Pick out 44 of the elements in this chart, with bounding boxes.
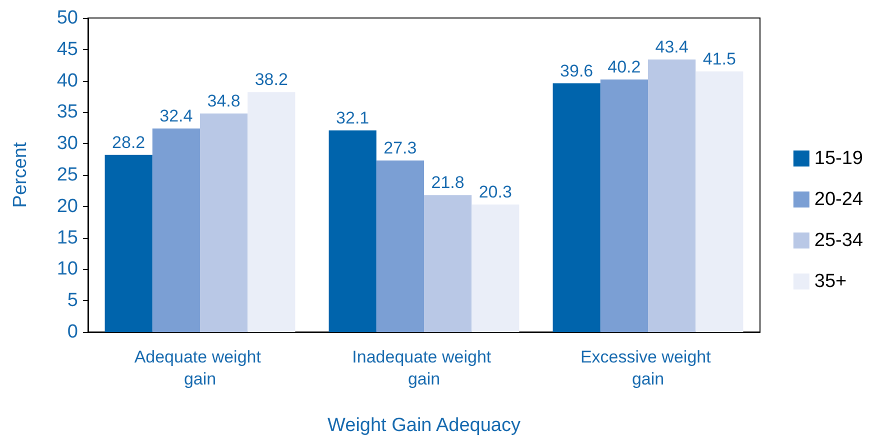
data-label: 20.3 bbox=[478, 182, 512, 202]
y-tick-label: 40 bbox=[56, 70, 78, 92]
legend-label: 35+ bbox=[814, 271, 847, 292]
y-tick-label: 15 bbox=[56, 227, 78, 248]
y-tick-label: 0 bbox=[67, 322, 78, 342]
data-label: 32.1 bbox=[336, 108, 370, 128]
bar bbox=[376, 160, 424, 332]
bar bbox=[328, 130, 376, 332]
bar bbox=[104, 154, 152, 332]
bar bbox=[152, 128, 200, 332]
y-tick-label: 5 bbox=[67, 290, 78, 312]
bar bbox=[600, 80, 648, 332]
data-label: 41.5 bbox=[702, 49, 736, 68]
y-tick-label: 20 bbox=[56, 196, 78, 217]
y-tick-label: 45 bbox=[56, 38, 78, 60]
bar bbox=[472, 204, 520, 332]
data-label: 34.8 bbox=[207, 91, 240, 110]
data-label: 43.4 bbox=[655, 37, 688, 56]
y-tick-label: 10 bbox=[56, 258, 78, 280]
data-label: 39.6 bbox=[560, 61, 594, 80]
data-label: 21.8 bbox=[431, 173, 464, 192]
bar bbox=[248, 92, 296, 332]
bar bbox=[648, 59, 696, 332]
data-label: 38.2 bbox=[254, 70, 288, 90]
data-label: 32.4 bbox=[160, 106, 193, 126]
legend-label: 20-24 bbox=[814, 189, 864, 210]
x-tick-label: Excessive weight gain bbox=[580, 348, 716, 388]
y-tick-label: 25 bbox=[56, 164, 78, 186]
bar bbox=[696, 71, 744, 332]
x-tick-label: Inadequate weight gain bbox=[352, 348, 496, 388]
legend-label: 15-19 bbox=[814, 148, 864, 169]
bar bbox=[200, 113, 248, 332]
x-axis-title: Weight Gain Adequacy bbox=[328, 415, 521, 436]
data-label: 40.2 bbox=[608, 58, 641, 77]
y-axis-title: Percent bbox=[10, 142, 31, 208]
bar bbox=[552, 83, 600, 332]
y-tick-label: 50 bbox=[56, 8, 78, 28]
legend-label: 25-34 bbox=[814, 230, 864, 251]
data-label: 28.2 bbox=[112, 132, 146, 152]
y-tick-label: 35 bbox=[56, 102, 78, 123]
x-tick-label: Adequate weight gain bbox=[134, 348, 266, 388]
y-tick-label: 30 bbox=[56, 133, 78, 154]
bar bbox=[424, 195, 472, 332]
data-label: 27.3 bbox=[384, 138, 417, 158]
